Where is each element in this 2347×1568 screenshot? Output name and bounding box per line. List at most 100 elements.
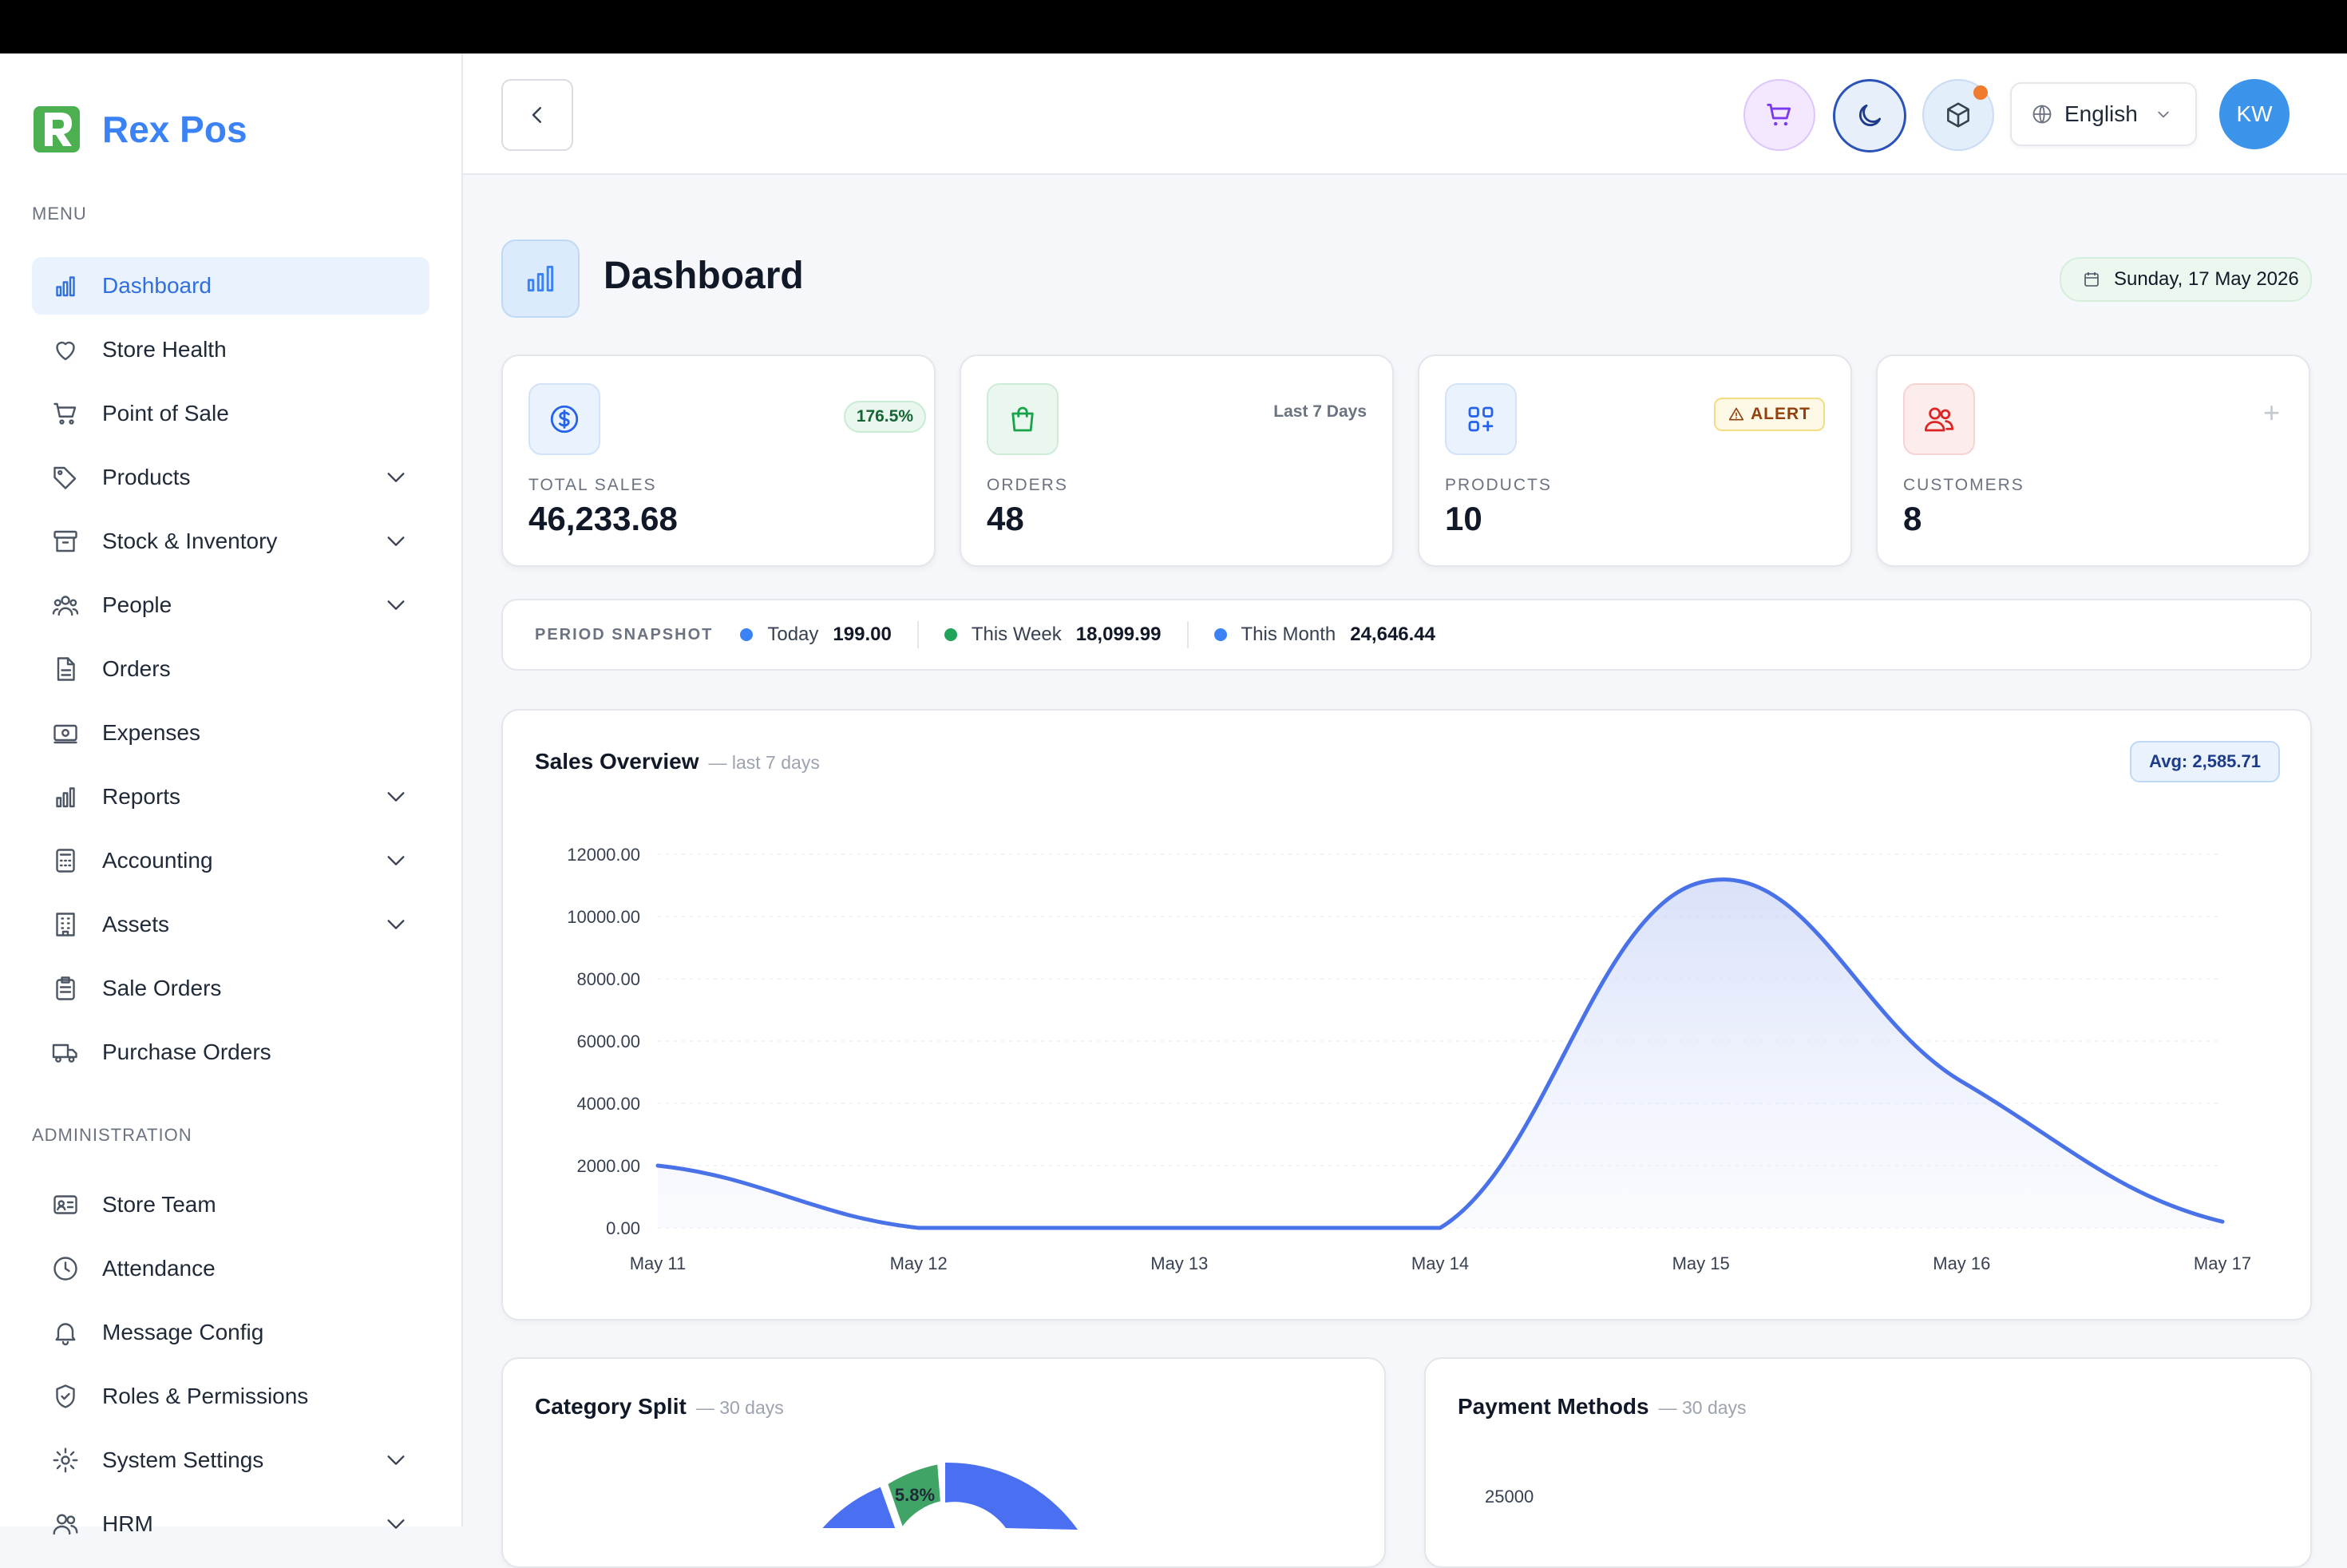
donut-slice-primary[interactable] bbox=[945, 1462, 1078, 1530]
chevron-down-icon[interactable] bbox=[385, 849, 407, 872]
total-sales-card[interactable]: 176.5% TOTAL SALES 46,233.68 bbox=[501, 354, 936, 567]
total-sales-value: 46,233.68 bbox=[528, 500, 678, 537]
sidebar-item-store-health[interactable]: Store Health bbox=[32, 321, 429, 378]
products-label: PRODUCTS bbox=[1445, 476, 1552, 494]
cart-icon bbox=[49, 398, 81, 430]
top-header: English KW bbox=[463, 53, 2347, 175]
archive-icon bbox=[49, 525, 81, 557]
chevron-down-icon[interactable] bbox=[385, 913, 407, 936]
chevron-down-icon[interactable] bbox=[385, 594, 407, 616]
sales-area-fill bbox=[658, 879, 2222, 1228]
customers-value: 8 bbox=[1903, 500, 1922, 537]
sales-point[interactable] bbox=[1693, 874, 1709, 890]
y-tick-label: 6000.00 bbox=[576, 1031, 640, 1051]
user-avatar[interactable]: KW bbox=[2219, 79, 2290, 149]
inventory-notification-button[interactable] bbox=[1922, 79, 1994, 151]
sales-point[interactable] bbox=[2214, 1214, 2230, 1229]
donut-slice-label: 5.8% bbox=[895, 1485, 935, 1505]
average-badge: Avg: 2,585.71 bbox=[2130, 741, 2280, 782]
donut-slice-green[interactable] bbox=[884, 1460, 944, 1534]
snapshot-label: PERIOD SNAPSHOT bbox=[535, 625, 714, 643]
sidebar-item-purchase-orders[interactable]: Purchase Orders bbox=[32, 1024, 429, 1081]
orders-period-label: Last 7 Days bbox=[1273, 402, 1367, 421]
chevron-down-icon[interactable] bbox=[385, 1513, 407, 1535]
sidebar-item-products[interactable]: Products bbox=[32, 449, 429, 506]
divider bbox=[916, 621, 919, 648]
sidebar-item-message-config[interactable]: Message Config bbox=[32, 1304, 429, 1361]
sales-point[interactable] bbox=[1953, 1074, 1969, 1090]
add-customer-button[interactable]: + bbox=[2262, 396, 2280, 429]
sidebar-item-label: Purchase Orders bbox=[102, 1039, 271, 1064]
truck-icon bbox=[49, 1036, 81, 1068]
page-title: Dashboard bbox=[604, 255, 804, 297]
products-alert-badge: ALERT bbox=[1714, 398, 1825, 431]
y-tick-label: 0.00 bbox=[606, 1218, 640, 1238]
sales-point[interactable] bbox=[1171, 1220, 1187, 1236]
chevron-down-icon[interactable] bbox=[385, 1449, 407, 1471]
orders-card[interactable]: Last 7 Days ORDERS 48 bbox=[960, 354, 1394, 567]
users-icon bbox=[1903, 383, 1975, 455]
cash-icon bbox=[49, 717, 81, 749]
sidebar-item-people[interactable]: People bbox=[32, 576, 429, 634]
sidebar-item-accounting[interactable]: Accounting bbox=[32, 832, 429, 889]
sales-point[interactable] bbox=[650, 1158, 666, 1174]
snapshot-month-value: 24,646.44 bbox=[1350, 624, 1436, 645]
chevron-down-icon[interactable] bbox=[385, 530, 407, 552]
bar-chart-icon bbox=[527, 265, 554, 292]
y-tick-label: 10000.00 bbox=[567, 907, 640, 927]
sales-chart[interactable]: 0.00 2000.00 4000.00 6000.00 8000.00 10000.00… bbox=[503, 711, 2310, 1319]
sidebar-item-label: Orders bbox=[102, 656, 171, 681]
language-select[interactable]: English bbox=[2010, 82, 2197, 146]
sidebar-item-point-of-sale[interactable]: Point of Sale bbox=[32, 385, 429, 442]
x-tick-label: May 14 bbox=[1411, 1253, 1469, 1273]
sidebar-item-label: Assets bbox=[102, 912, 170, 936]
sidebar-item-label: Message Config bbox=[102, 1320, 264, 1344]
snapshot-week-name: This Week bbox=[971, 624, 1062, 645]
payment-methods-title-text: Payment Methods bbox=[1458, 1394, 1649, 1419]
sales-point[interactable] bbox=[911, 1220, 927, 1236]
customers-label: CUSTOMERS bbox=[1903, 476, 2024, 494]
sidebar-item-system-settings[interactable]: System Settings bbox=[32, 1431, 429, 1489]
products-card[interactable]: ALERT PRODUCTS 10 bbox=[1418, 354, 1852, 567]
sidebar-item-attendance[interactable]: Attendance bbox=[32, 1240, 429, 1297]
sidebar-item-assets[interactable]: Assets bbox=[32, 896, 429, 953]
chevron-down-icon[interactable] bbox=[385, 786, 407, 808]
pos-cart-button[interactable] bbox=[1743, 79, 1815, 151]
total-sales-label: TOTAL SALES bbox=[528, 476, 657, 494]
x-tick-label: May 12 bbox=[890, 1253, 948, 1273]
customers-card[interactable]: + CUSTOMERS 8 bbox=[1876, 354, 2310, 567]
divider bbox=[1186, 621, 1189, 648]
category-split-title: Category Split — 30 days bbox=[535, 1394, 784, 1420]
sidebar-item-sale-orders[interactable]: Sale Orders bbox=[32, 960, 429, 1017]
snapshot-today-value: 199.00 bbox=[833, 624, 892, 645]
sidebar-item-store-team[interactable]: Store Team bbox=[32, 1176, 429, 1233]
snapshot-month: This Month 24,646.44 bbox=[1213, 624, 1436, 646]
sales-line[interactable] bbox=[655, 877, 2225, 1230]
sidebar-item-reports[interactable]: Reports bbox=[32, 768, 429, 826]
sales-point[interactable] bbox=[1432, 1220, 1448, 1236]
payment-methods-title: Payment Methods — 30 days bbox=[1458, 1394, 1747, 1420]
sidebar-item-expenses[interactable]: Expenses bbox=[32, 704, 429, 762]
category-donut-chart[interactable]: 5.8% bbox=[503, 1359, 1384, 1566]
logo[interactable]: Rex Pos bbox=[34, 106, 247, 152]
admin-section-label: ADMINISTRATION bbox=[32, 1125, 192, 1145]
chevron-down-icon[interactable] bbox=[385, 466, 407, 489]
donut-slice-secondary[interactable] bbox=[815, 1483, 900, 1531]
snapshot-today: Today 199.00 bbox=[740, 624, 892, 646]
sidebar-item-dashboard[interactable]: Dashboard bbox=[32, 257, 429, 315]
chevron-down-icon bbox=[2158, 111, 2169, 118]
sidebar-item-roles-permissions[interactable]: Roles & Permissions bbox=[32, 1368, 429, 1425]
dark-mode-toggle[interactable] bbox=[1833, 79, 1906, 152]
bar-chart-icon bbox=[49, 270, 81, 302]
orders-label: ORDERS bbox=[987, 476, 1068, 494]
y-tick-label: 2000.00 bbox=[576, 1156, 640, 1176]
sidebar-item-label: Store Team bbox=[102, 1192, 216, 1217]
users-icon bbox=[49, 1508, 81, 1540]
snapshot-week: This Week 18,099.99 bbox=[944, 624, 1162, 646]
x-tick-label: May 13 bbox=[1150, 1253, 1208, 1273]
sidebar-item-orders[interactable]: Orders bbox=[32, 640, 429, 698]
notification-dot bbox=[1973, 85, 1988, 100]
sidebar-item-hrm[interactable]: HRM bbox=[32, 1495, 429, 1553]
back-button[interactable] bbox=[501, 79, 573, 151]
sidebar-item-stock-inventory[interactable]: Stock & Inventory bbox=[32, 513, 429, 570]
